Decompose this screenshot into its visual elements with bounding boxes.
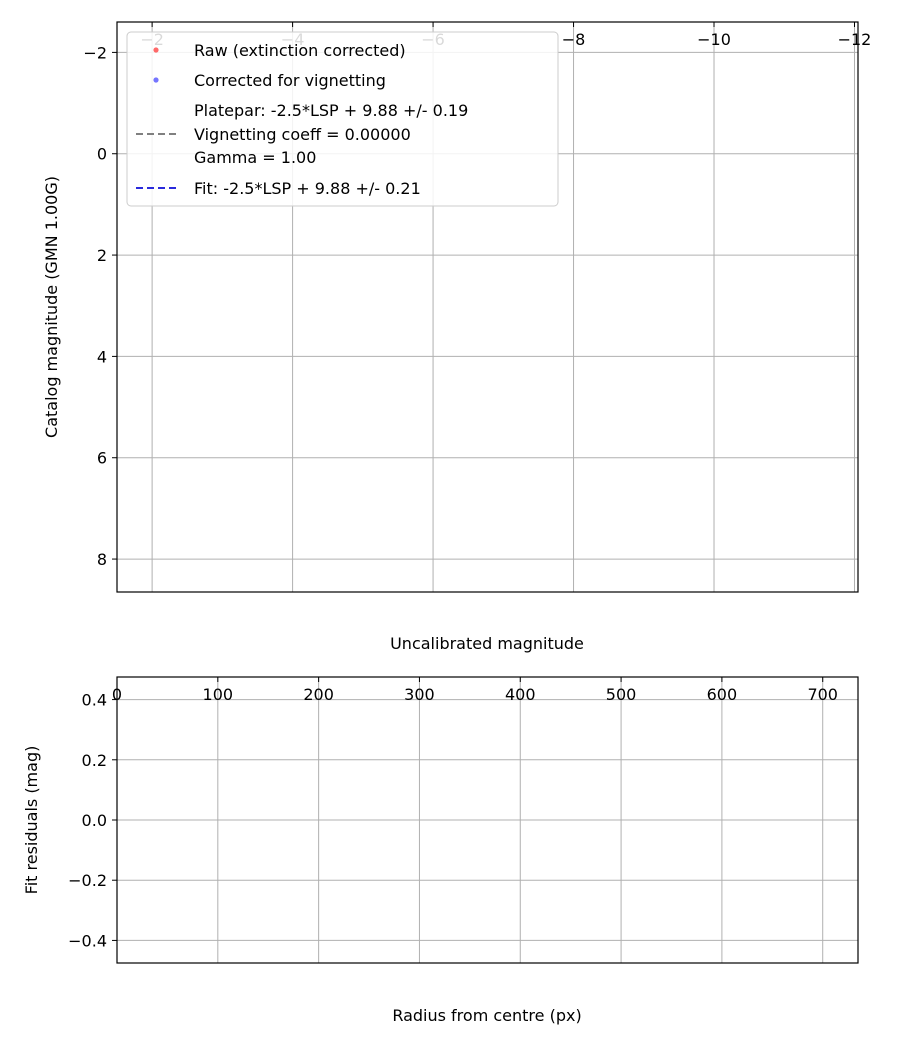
x-tick-label: 300 [404,685,435,704]
legend-label-platepar-line-2: Vignetting coeff = 0.00000 [194,125,411,144]
y-tick-label: 2 [97,246,107,265]
x-tick-label: −12 [838,30,872,49]
y-tick-label: 4 [97,347,107,366]
legend-label-corrected: Corrected for vignetting [194,71,386,90]
legend-marker-corrected [153,77,159,83]
photometry-legend: Raw (extinction corrected) Corrected for… [126,31,559,207]
x-tick-label: 100 [203,685,234,704]
residuals-ticks: 0 100 200 300 400 500 600 700 −0.4 −0.2 0.0 0.2 0.4 [68,677,838,950]
y-tick-label: −0.2 [68,871,107,890]
x-tick-label: −10 [697,30,731,49]
legend-label-platepar-line-3: Gamma = 1.00 [194,148,316,167]
legend-marker-raw [153,47,159,53]
y-tick-label: 8 [97,550,107,569]
legend-label-raw: Raw (extinction corrected) [194,41,406,60]
x-tick-label: 600 [707,685,738,704]
y-tick-label: 0.2 [82,751,107,770]
photometry-x-axis-label: Uncalibrated magnitude [390,634,584,653]
legend-label-platepar-line-1: Platepar: -2.5*LSP + 9.88 +/- 0.19 [194,101,468,120]
y-tick-label: 0.4 [82,691,107,710]
legend-box [126,31,559,207]
residuals-plot: 0 100 200 300 400 500 600 700−0.4−0.20.00.20.4 … [22,676,859,1025]
y-tick-label: 0.0 [82,811,107,830]
y-tick-label: 6 [97,449,107,468]
legend-label-fit: Fit: -2.5*LSP + 9.88 +/- 0.21 [194,179,421,198]
photometry-y-axis-label: Catalog magnitude (GMN 1.00G) [42,176,61,438]
x-tick-label: 700 [807,685,838,704]
y-tick-label: −2 [83,43,107,62]
y-tick-label: −0.4 [68,931,107,950]
x-tick-label: 500 [606,685,637,704]
x-tick-label: 200 [303,685,334,704]
x-tick-label: 400 [505,685,536,704]
legend-label-platepar: Platepar: -2.5*LSP + 9.88 +/- 0.19 Vigne… [194,101,473,167]
x-tick-label: 0 [112,685,122,704]
residuals-x-axis-label: Radius from centre (px) [392,1006,581,1025]
x-tick-label: −8 [562,30,586,49]
residuals-y-axis-label: Fit residuals (mag) [22,746,41,895]
photometry-axes-frame [116,21,859,593]
residuals-grid [116,677,858,963]
y-tick-label: 0 [97,145,107,164]
